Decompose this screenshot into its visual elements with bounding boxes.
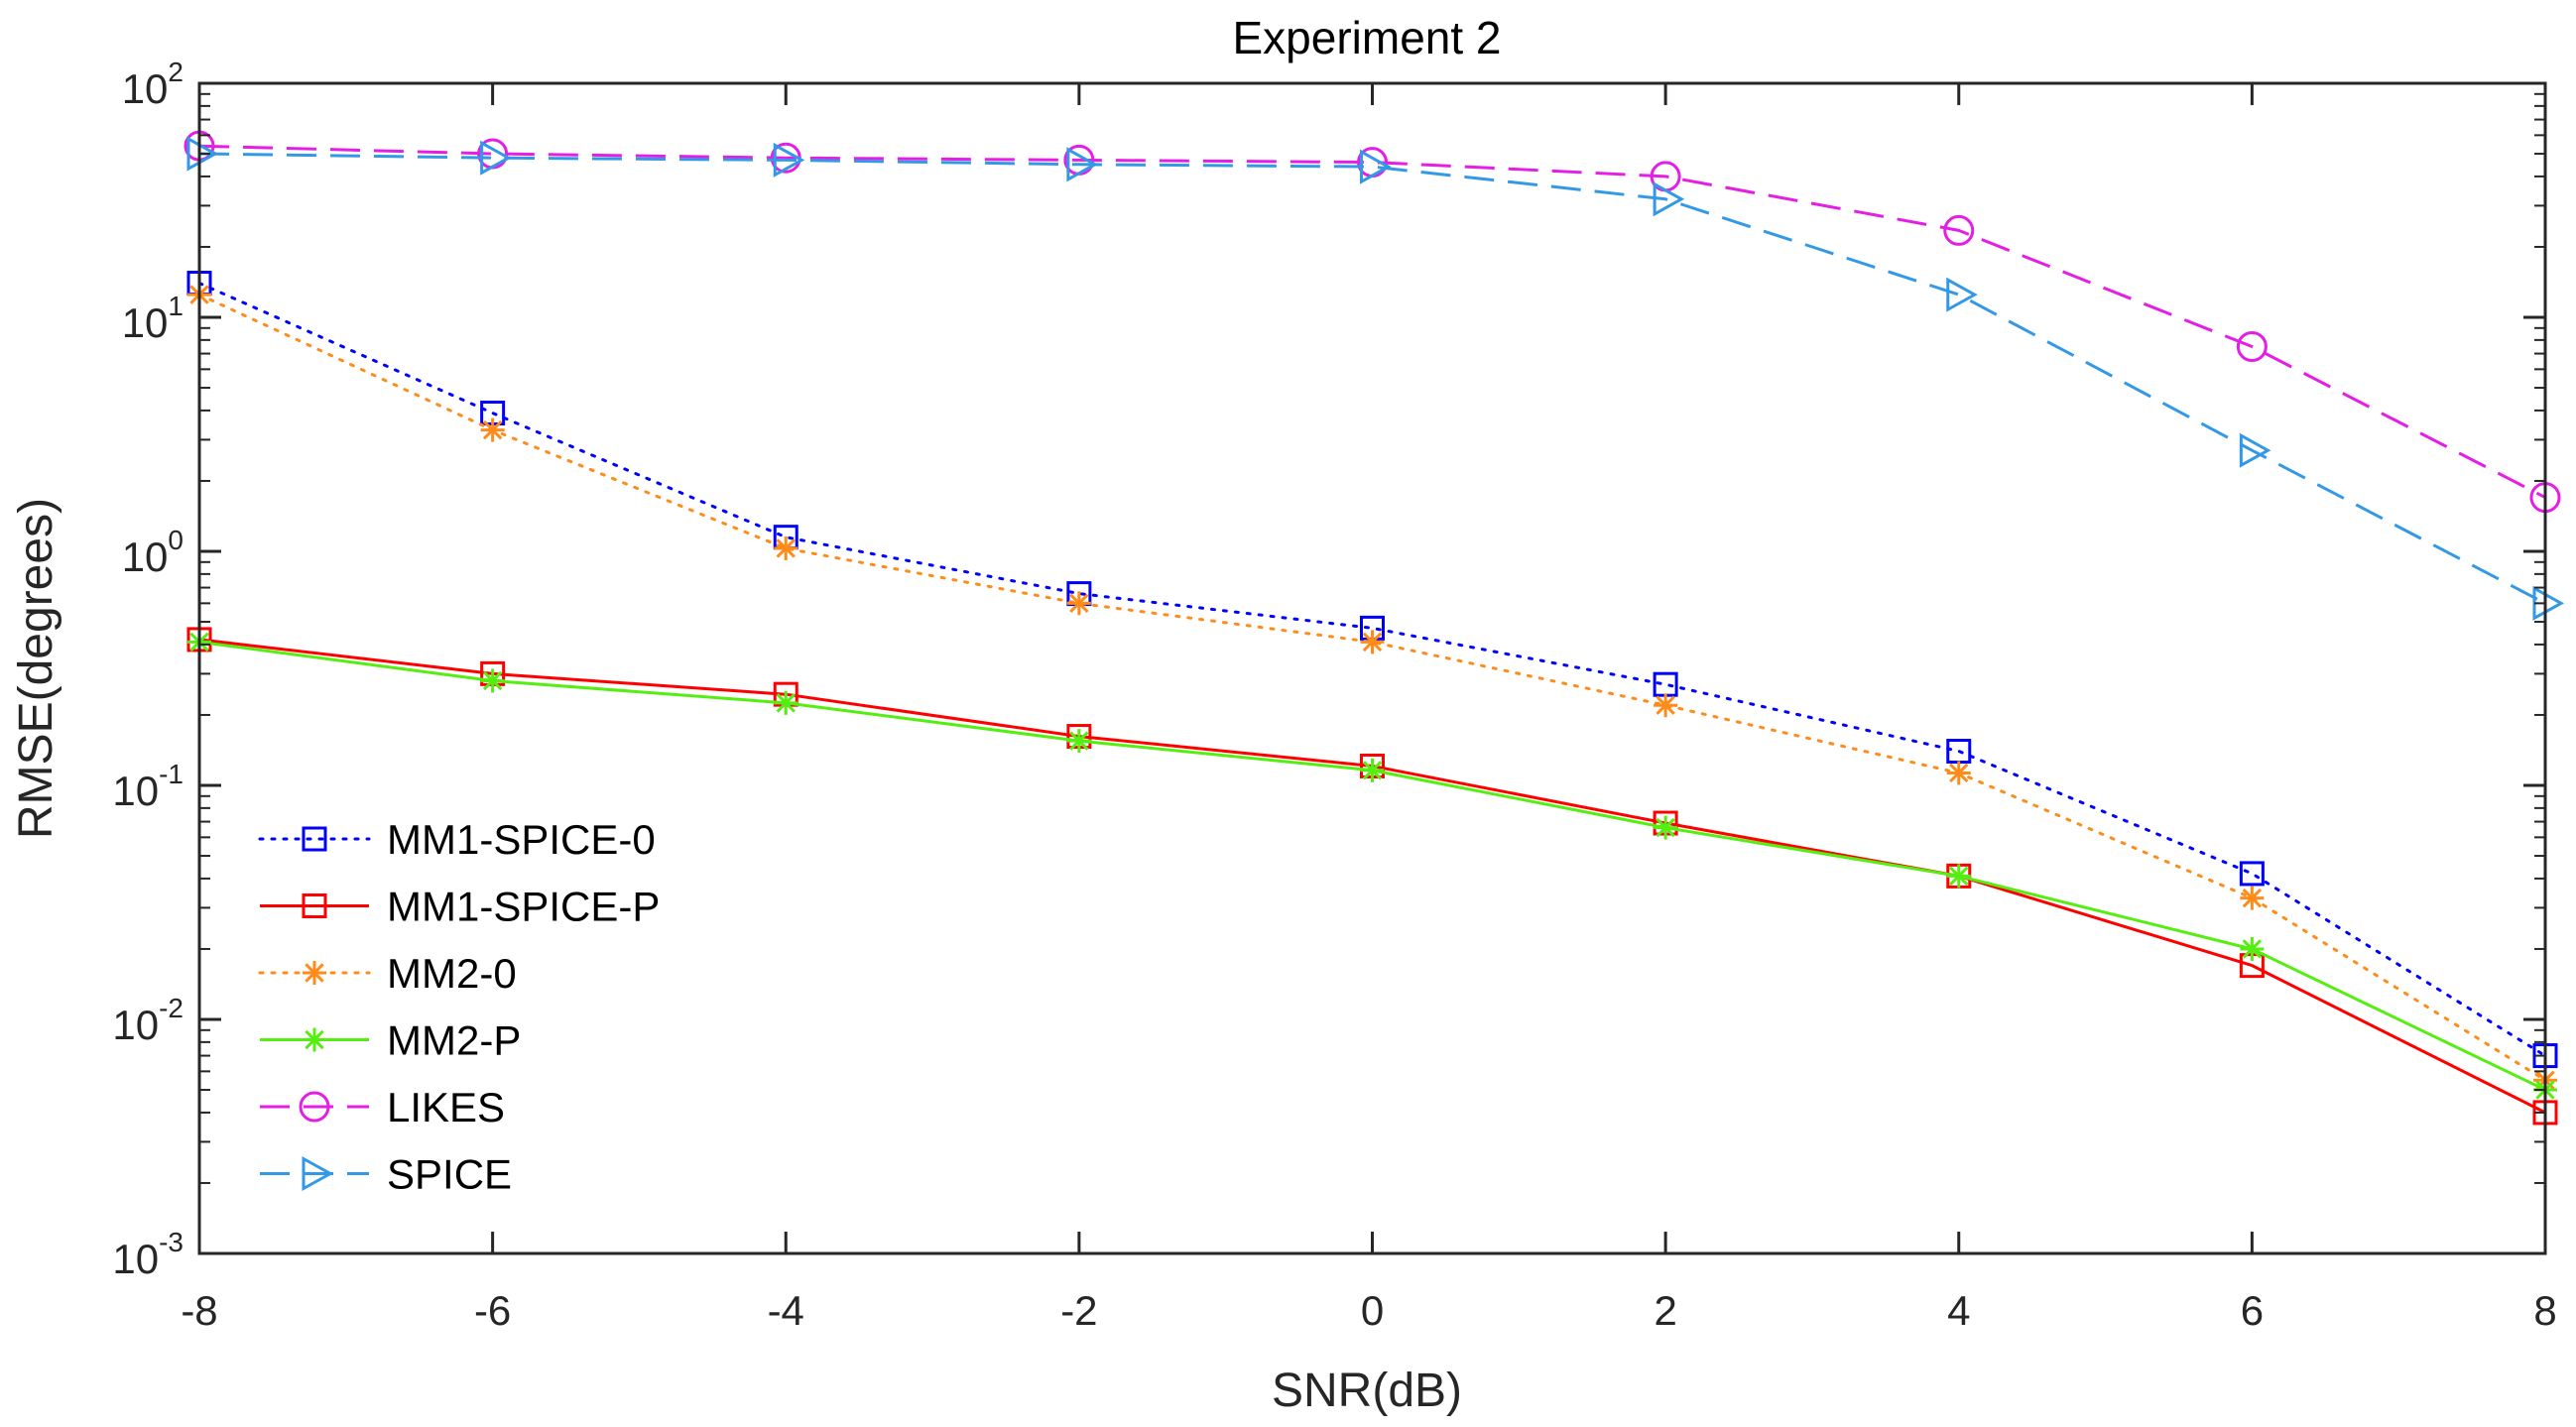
legend-marker [299,1091,330,1123]
y-tick-label: 101 [122,291,184,346]
data-point-mm2-0 [2240,886,2265,910]
y-tick-label: 100 [122,525,184,580]
data-point-mm2-p [774,690,798,715]
data-point-mm2-0 [1066,591,1091,616]
legend-marker [302,1155,334,1192]
x-axis-ticks: -8 -6 -4 -2 0 2 4 6 8 [181,83,2557,1334]
y-axis-ticks: 10-3 10-2 10-1 100 101 102 [112,57,2545,1282]
data-point-mm2-0 [1654,693,1678,718]
legend-label: MM2-P [387,1017,521,1064]
x-tick-label: -4 [768,1287,804,1334]
legend-item-mm2-0: MM2-0 [258,950,517,997]
legend-item-spice: SPICE [260,1151,512,1198]
series-line-mm2-0 [197,293,2547,1082]
data-point-spice [186,136,219,172]
legend-label: MM2-0 [387,950,517,997]
legend-marker [302,893,327,918]
data-point-mm2-0 [1360,630,1385,654]
legend-label: SPICE [387,1151,512,1198]
x-tick-label: 4 [1947,1287,1970,1334]
data-point-mm2-p [2240,936,2265,961]
legend-item-mm1-spice-0: MM1-SPICE-0 [258,816,656,863]
legend-marker [303,961,326,985]
data-point-mm2-p [1360,758,1385,782]
data-point-spice [1360,149,1392,184]
data-point-mm2-p [480,668,505,693]
x-axis-label: SNR(dB) [1272,1365,1462,1417]
data-point-mm2-0 [774,535,798,560]
y-tick-label: 10-2 [112,993,184,1048]
data-point-mm2-0 [1946,761,1971,785]
legend-label: MM1-SPICE-0 [387,816,656,863]
x-tick-label: -2 [1060,1287,1097,1334]
y-axis-label: RMSE(degrees) [10,498,62,839]
series-spice [186,136,2565,621]
legend-marker [302,826,327,852]
data-point-mm2-p [1946,864,1971,889]
series-mm2-p [187,630,2557,1103]
x-tick-label: 8 [2533,1287,2556,1334]
data-point-spice [1066,147,1098,182]
data-point-spice [773,142,805,178]
data-point-spice [480,140,512,176]
legend: MM1-SPICE-0 MM1-SPICE-P MM2-0 MM2-P LIKES SPI… [234,799,730,1198]
data-point-mm1-spice-0 [2239,861,2265,887]
legend-label: LIKES [387,1084,505,1130]
y-tick-label: 102 [122,57,184,112]
data-point-mm2-p [1654,815,1678,840]
y-tick-label: 10-1 [112,759,184,814]
chart-title: Experiment 2 [1232,12,1501,63]
x-tick-label: -6 [474,1287,511,1334]
legend-item-likes: LIKES [260,1084,505,1130]
data-point-spice [2239,432,2271,468]
series-line-likes [198,144,2546,499]
data-point-likes [2236,330,2268,362]
x-tick-label: 2 [1654,1287,1676,1334]
x-tick-label: 0 [1361,1287,1384,1334]
data-point-mm2-0 [480,417,505,442]
x-tick-label: -8 [181,1287,217,1334]
series-layer [184,130,2565,1126]
data-point-spice [1946,277,1978,312]
legend-label: MM1-SPICE-P [387,884,660,930]
legend-marker [303,1027,326,1052]
data-point-mm2-p [1066,729,1091,754]
data-point-spice [1653,181,1685,217]
y-tick-label: 10-3 [112,1227,184,1282]
data-point-likes [1943,214,1975,246]
x-tick-label: 6 [2241,1287,2264,1334]
series-mm2-0 [187,283,2557,1093]
legend-item-mm2-p: MM2-P [260,1017,521,1064]
legend-item-mm1-spice-p: MM1-SPICE-P [260,884,660,930]
